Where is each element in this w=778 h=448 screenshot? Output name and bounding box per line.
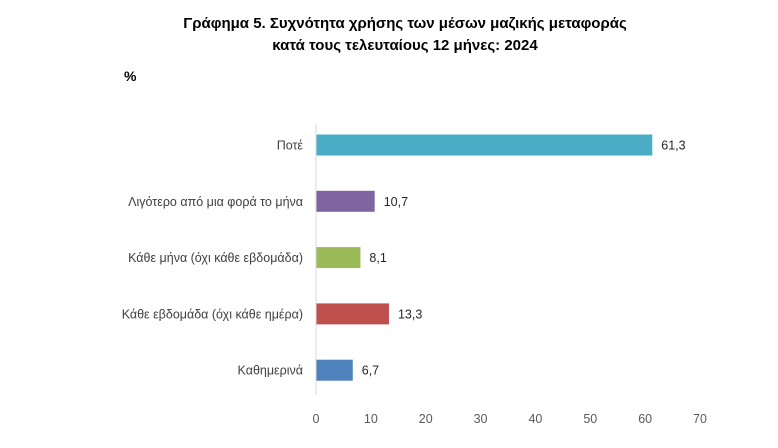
category-label: Λιγότερο από μια φορά το μήνα bbox=[128, 195, 303, 209]
bar bbox=[316, 190, 375, 212]
x-tick-label: 20 bbox=[419, 412, 433, 426]
bar bbox=[316, 303, 389, 325]
category-label: Κάθε εβδομάδα (όχι κάθε ημέρα) bbox=[122, 307, 303, 321]
x-tick-label: 50 bbox=[583, 412, 597, 426]
x-tick-label: 70 bbox=[693, 412, 707, 426]
category-label: Κάθε μήνα (όχι κάθε εβδομάδα) bbox=[128, 251, 303, 265]
value-label: 13,3 bbox=[398, 307, 422, 321]
category-label: Καθημερινά bbox=[238, 364, 303, 378]
x-tick-label: 0 bbox=[313, 412, 320, 426]
x-tick-label: 30 bbox=[474, 412, 488, 426]
value-label: 6,7 bbox=[362, 364, 379, 378]
x-tick-label: 60 bbox=[638, 412, 652, 426]
chart-title-line-1: Γράφημα 5. Συχνότητα χρήσης των μέσων μα… bbox=[183, 15, 627, 32]
bar bbox=[316, 359, 353, 381]
chart-title-line-2: κατά τους τελευταίους 12 μήνες: 2024 bbox=[272, 37, 538, 54]
value-label: 10,7 bbox=[384, 195, 408, 209]
x-tick-label: 10 bbox=[364, 412, 378, 426]
bar bbox=[316, 247, 361, 269]
value-label: 61,3 bbox=[661, 139, 685, 153]
unit-label: % bbox=[124, 68, 137, 84]
category-label: Ποτέ bbox=[277, 139, 304, 153]
bar bbox=[316, 134, 653, 156]
x-tick-label: 40 bbox=[528, 412, 542, 426]
value-label: 8,1 bbox=[369, 251, 386, 265]
